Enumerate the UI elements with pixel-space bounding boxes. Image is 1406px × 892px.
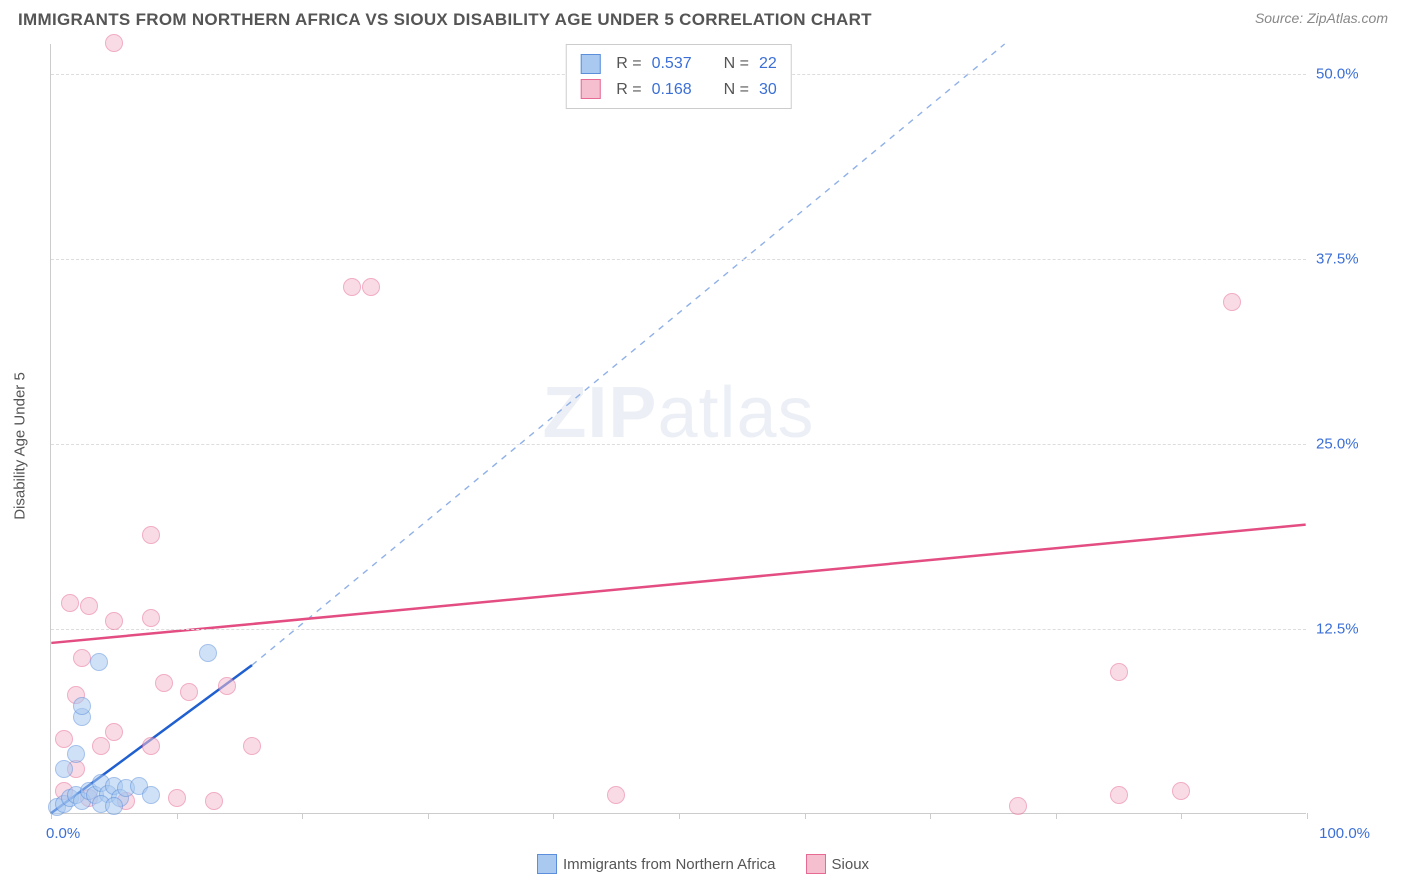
data-point-b xyxy=(1009,797,1027,815)
x-origin-label: 0.0% xyxy=(46,825,80,842)
data-point-a xyxy=(55,760,73,778)
y-tick-label: 25.0% xyxy=(1316,435,1376,452)
n-value: 22 xyxy=(759,51,777,77)
x-tick xyxy=(428,813,429,819)
data-point-a xyxy=(105,797,123,815)
legend-label: Sioux xyxy=(832,856,870,873)
data-point-b xyxy=(1223,293,1241,311)
x-tick xyxy=(1056,813,1057,819)
y-tick-label: 12.5% xyxy=(1316,620,1376,637)
data-point-b xyxy=(1110,663,1128,681)
r-value: 0.168 xyxy=(652,77,692,103)
data-point-b xyxy=(362,278,380,296)
n-label: N = xyxy=(724,51,749,77)
data-point-b xyxy=(92,737,110,755)
swatch-b xyxy=(806,854,826,874)
x-tick xyxy=(177,813,178,819)
n-value: 30 xyxy=(759,77,777,103)
x-tick xyxy=(805,813,806,819)
trend-lines xyxy=(51,44,1306,813)
gridline xyxy=(51,444,1306,445)
stats-row-b: R = 0.168 N = 30 xyxy=(580,77,777,103)
data-point-b xyxy=(105,723,123,741)
x-tick xyxy=(1307,813,1308,819)
y-tick-label: 37.5% xyxy=(1316,250,1376,267)
r-value: 0.537 xyxy=(652,51,692,77)
source-link[interactable]: ZipAtlas.com xyxy=(1307,10,1388,26)
chart-title: IMMIGRANTS FROM NORTHERN AFRICA VS SIOUX… xyxy=(18,10,872,30)
swatch-a xyxy=(580,54,600,74)
data-point-b xyxy=(80,597,98,615)
n-label: N = xyxy=(724,77,749,103)
x-tick xyxy=(553,813,554,819)
gridline xyxy=(51,259,1306,260)
data-point-b xyxy=(61,594,79,612)
source-attribution: Source: ZipAtlas.com xyxy=(1255,10,1388,26)
data-point-b xyxy=(73,649,91,667)
data-point-b xyxy=(343,278,361,296)
data-point-b xyxy=(218,677,236,695)
x-tick xyxy=(1181,813,1182,819)
data-point-a xyxy=(67,745,85,763)
correlation-stats-box: R = 0.537 N = 22 R = 0.168 N = 30 xyxy=(565,44,792,109)
data-point-b xyxy=(205,792,223,810)
data-point-a xyxy=(90,653,108,671)
data-point-b xyxy=(168,789,186,807)
data-point-a xyxy=(73,697,91,715)
data-point-b xyxy=(142,609,160,627)
data-point-b xyxy=(180,683,198,701)
x-end-label: 100.0% xyxy=(1319,825,1370,842)
legend-item-a[interactable]: Immigrants from Northern Africa xyxy=(537,854,776,874)
data-point-a xyxy=(142,786,160,804)
data-point-b xyxy=(105,34,123,52)
data-point-b xyxy=(243,737,261,755)
chart-plot-area: ZIPatlas R =0.537N =22R =0.168N =30 12.5… xyxy=(50,44,1306,814)
swatch-a xyxy=(537,854,557,874)
data-point-b xyxy=(105,612,123,630)
data-point-a xyxy=(199,644,217,662)
data-point-b xyxy=(1110,786,1128,804)
data-point-b xyxy=(607,786,625,804)
y-axis-title: Disability Age Under 5 xyxy=(12,372,29,520)
data-point-b xyxy=(55,730,73,748)
data-point-b xyxy=(1172,782,1190,800)
legend: Immigrants from Northern Africa Sioux xyxy=(0,854,1406,874)
r-label: R = xyxy=(616,51,641,77)
stats-row-a: R = 0.537 N = 22 xyxy=(580,51,777,77)
data-point-b xyxy=(155,674,173,692)
x-tick xyxy=(679,813,680,819)
data-point-b xyxy=(142,737,160,755)
data-point-b xyxy=(142,526,160,544)
r-label: R = xyxy=(616,77,641,103)
legend-label: Immigrants from Northern Africa xyxy=(563,856,776,873)
x-tick xyxy=(302,813,303,819)
swatch-b xyxy=(580,79,600,99)
gridline xyxy=(51,629,1306,630)
x-tick xyxy=(930,813,931,819)
legend-item-b[interactable]: Sioux xyxy=(806,854,870,874)
y-tick-label: 50.0% xyxy=(1316,65,1376,82)
